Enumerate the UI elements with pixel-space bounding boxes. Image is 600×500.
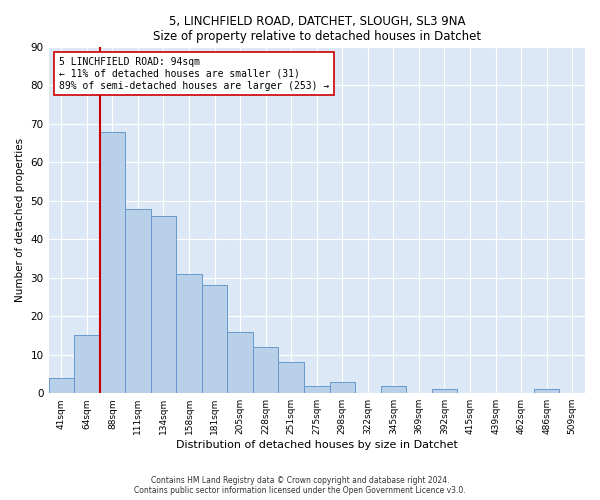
Bar <box>125 208 151 393</box>
Bar <box>278 362 304 393</box>
Bar <box>202 286 227 393</box>
Bar <box>304 386 329 393</box>
Bar <box>380 386 406 393</box>
Bar <box>100 132 125 393</box>
Bar <box>74 336 100 393</box>
Bar <box>227 332 253 393</box>
Bar <box>49 378 74 393</box>
Bar <box>176 274 202 393</box>
Bar <box>432 390 457 393</box>
Bar <box>253 347 278 393</box>
Bar <box>329 382 355 393</box>
Text: 5 LINCHFIELD ROAD: 94sqm
← 11% of detached houses are smaller (31)
89% of semi-d: 5 LINCHFIELD ROAD: 94sqm ← 11% of detach… <box>59 58 329 90</box>
Text: Contains HM Land Registry data © Crown copyright and database right 2024.
Contai: Contains HM Land Registry data © Crown c… <box>134 476 466 495</box>
X-axis label: Distribution of detached houses by size in Datchet: Distribution of detached houses by size … <box>176 440 458 450</box>
Y-axis label: Number of detached properties: Number of detached properties <box>15 138 25 302</box>
Bar <box>151 216 176 393</box>
Bar <box>534 390 559 393</box>
Title: 5, LINCHFIELD ROAD, DATCHET, SLOUGH, SL3 9NA
Size of property relative to detach: 5, LINCHFIELD ROAD, DATCHET, SLOUGH, SL3… <box>153 15 481 43</box>
